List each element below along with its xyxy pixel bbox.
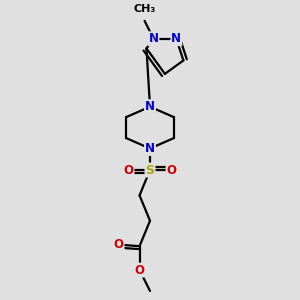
- Text: O: O: [114, 238, 124, 251]
- Text: N: N: [148, 32, 158, 45]
- Text: O: O: [167, 164, 176, 176]
- Text: N: N: [145, 142, 155, 155]
- Text: N: N: [145, 100, 155, 113]
- Text: S: S: [146, 164, 154, 176]
- Text: O: O: [124, 164, 134, 176]
- Text: CH₃: CH₃: [134, 4, 156, 14]
- Text: N: N: [171, 32, 181, 45]
- Text: O: O: [134, 263, 145, 277]
